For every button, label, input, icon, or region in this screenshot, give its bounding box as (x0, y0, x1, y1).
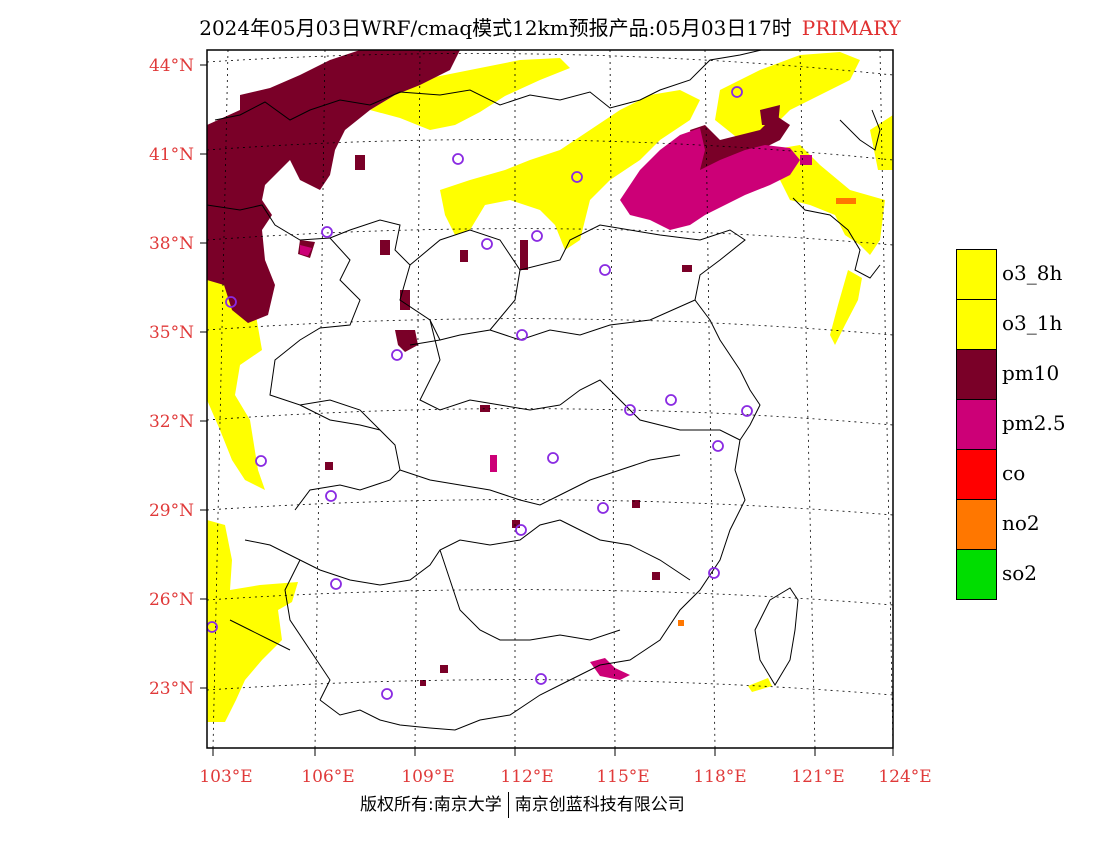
legend-item-pm10: pm10 (956, 349, 1096, 400)
station-markers (207, 86, 753, 700)
station-marker (381, 688, 393, 700)
lat-tick-label: 26°N (149, 590, 194, 610)
legend-swatch (956, 299, 997, 350)
station-marker (225, 296, 237, 308)
legend-swatch (956, 349, 997, 400)
lat-tick-label: 32°N (149, 412, 194, 432)
lon-tick-label: 112°E (500, 767, 553, 787)
footer-left: 版权所有:南京大学 (360, 795, 502, 815)
station-marker (330, 578, 342, 590)
lon-tick-label: 118°E (693, 767, 746, 787)
station-marker (321, 226, 333, 238)
station-marker (708, 567, 720, 579)
lon-tick-label: 124°E (878, 767, 931, 787)
legend-swatch (956, 499, 997, 550)
pm25-areas (300, 128, 812, 680)
legend-swatch (956, 549, 997, 600)
legend-label: so2 (1002, 561, 1038, 585)
station-marker (515, 524, 527, 536)
legend-swatch (956, 399, 997, 450)
boundaries (207, 50, 881, 731)
lat-tick-label: 29°N (149, 501, 194, 521)
lat-tick-label: 44°N (149, 56, 194, 76)
legend-label: o3_8h (1002, 261, 1063, 285)
station-marker (624, 404, 636, 416)
legend-item-co: co (956, 449, 1096, 500)
station-marker (207, 621, 218, 633)
title-primary-tag: PRIMARY (801, 16, 901, 40)
station-marker (255, 455, 267, 467)
legend-item-pm25: pm2.5 (956, 399, 1096, 450)
graticule (207, 50, 893, 748)
ozone-areas (207, 52, 893, 722)
latitude-axis: 44°N 41°N 38°N 35°N 32°N 29°N 26°N 23°N (149, 56, 207, 699)
map-frame (206, 49, 894, 749)
footer-separator (507, 792, 509, 818)
station-marker (391, 349, 403, 361)
legend-item-o3-1h: o3_1h (956, 299, 1096, 350)
lon-tick-label: 103°E (199, 767, 252, 787)
lat-tick-label: 23°N (149, 679, 194, 699)
footer-right: 南京创蓝科技有限公司 (514, 795, 685, 815)
longitude-axis: 103°E 106°E 109°E 112°E 115°E 118°E 121°… (199, 748, 932, 787)
station-marker (599, 264, 611, 276)
station-marker (516, 329, 528, 341)
station-marker (535, 673, 547, 685)
station-marker (665, 394, 677, 406)
station-marker (741, 405, 753, 417)
legend-item-so2: so2 (956, 549, 1096, 600)
legend-label: o3_1h (1002, 311, 1063, 335)
lat-tick-label: 35°N (149, 323, 194, 343)
station-marker (571, 171, 583, 183)
lon-tick-label: 109°E (401, 767, 454, 787)
lon-tick-label: 115°E (596, 767, 649, 787)
legend-item-o3-8h: o3_8h (956, 249, 1096, 300)
map-title: 2024年05月03日WRF/cmaq模式12km预报产品:05月03日17时 P… (0, 12, 1100, 41)
legend-swatch (956, 449, 997, 500)
lat-tick-label: 41°N (149, 145, 194, 165)
lon-tick-label: 106°E (301, 767, 354, 787)
pm10-areas (207, 50, 790, 686)
legend-label: pm10 (1002, 361, 1060, 385)
lat-tick-label: 38°N (149, 234, 194, 254)
station-marker (452, 153, 464, 165)
no2-areas (678, 198, 856, 626)
station-marker (597, 502, 609, 514)
legend-label: no2 (1002, 511, 1040, 535)
copyright-footer: 版权所有:南京大学 南京创蓝科技有限公司 (360, 790, 685, 818)
station-marker (531, 230, 543, 242)
title-main: 2024年05月03日WRF/cmaq模式12km预报产品:05月03日17时 (199, 16, 792, 40)
legend-swatch (956, 249, 997, 300)
station-marker (731, 86, 743, 98)
legend-label: pm2.5 (1002, 411, 1066, 435)
station-marker (481, 238, 493, 250)
lon-tick-label: 121°E (791, 767, 844, 787)
station-marker (325, 490, 337, 502)
legend: o3_8h o3_1h pm10 pm2.5 co no2 so2 (956, 249, 1096, 600)
station-marker (712, 440, 724, 452)
station-marker (547, 452, 559, 464)
legend-item-no2: no2 (956, 499, 1096, 550)
legend-label: co (1002, 461, 1026, 485)
